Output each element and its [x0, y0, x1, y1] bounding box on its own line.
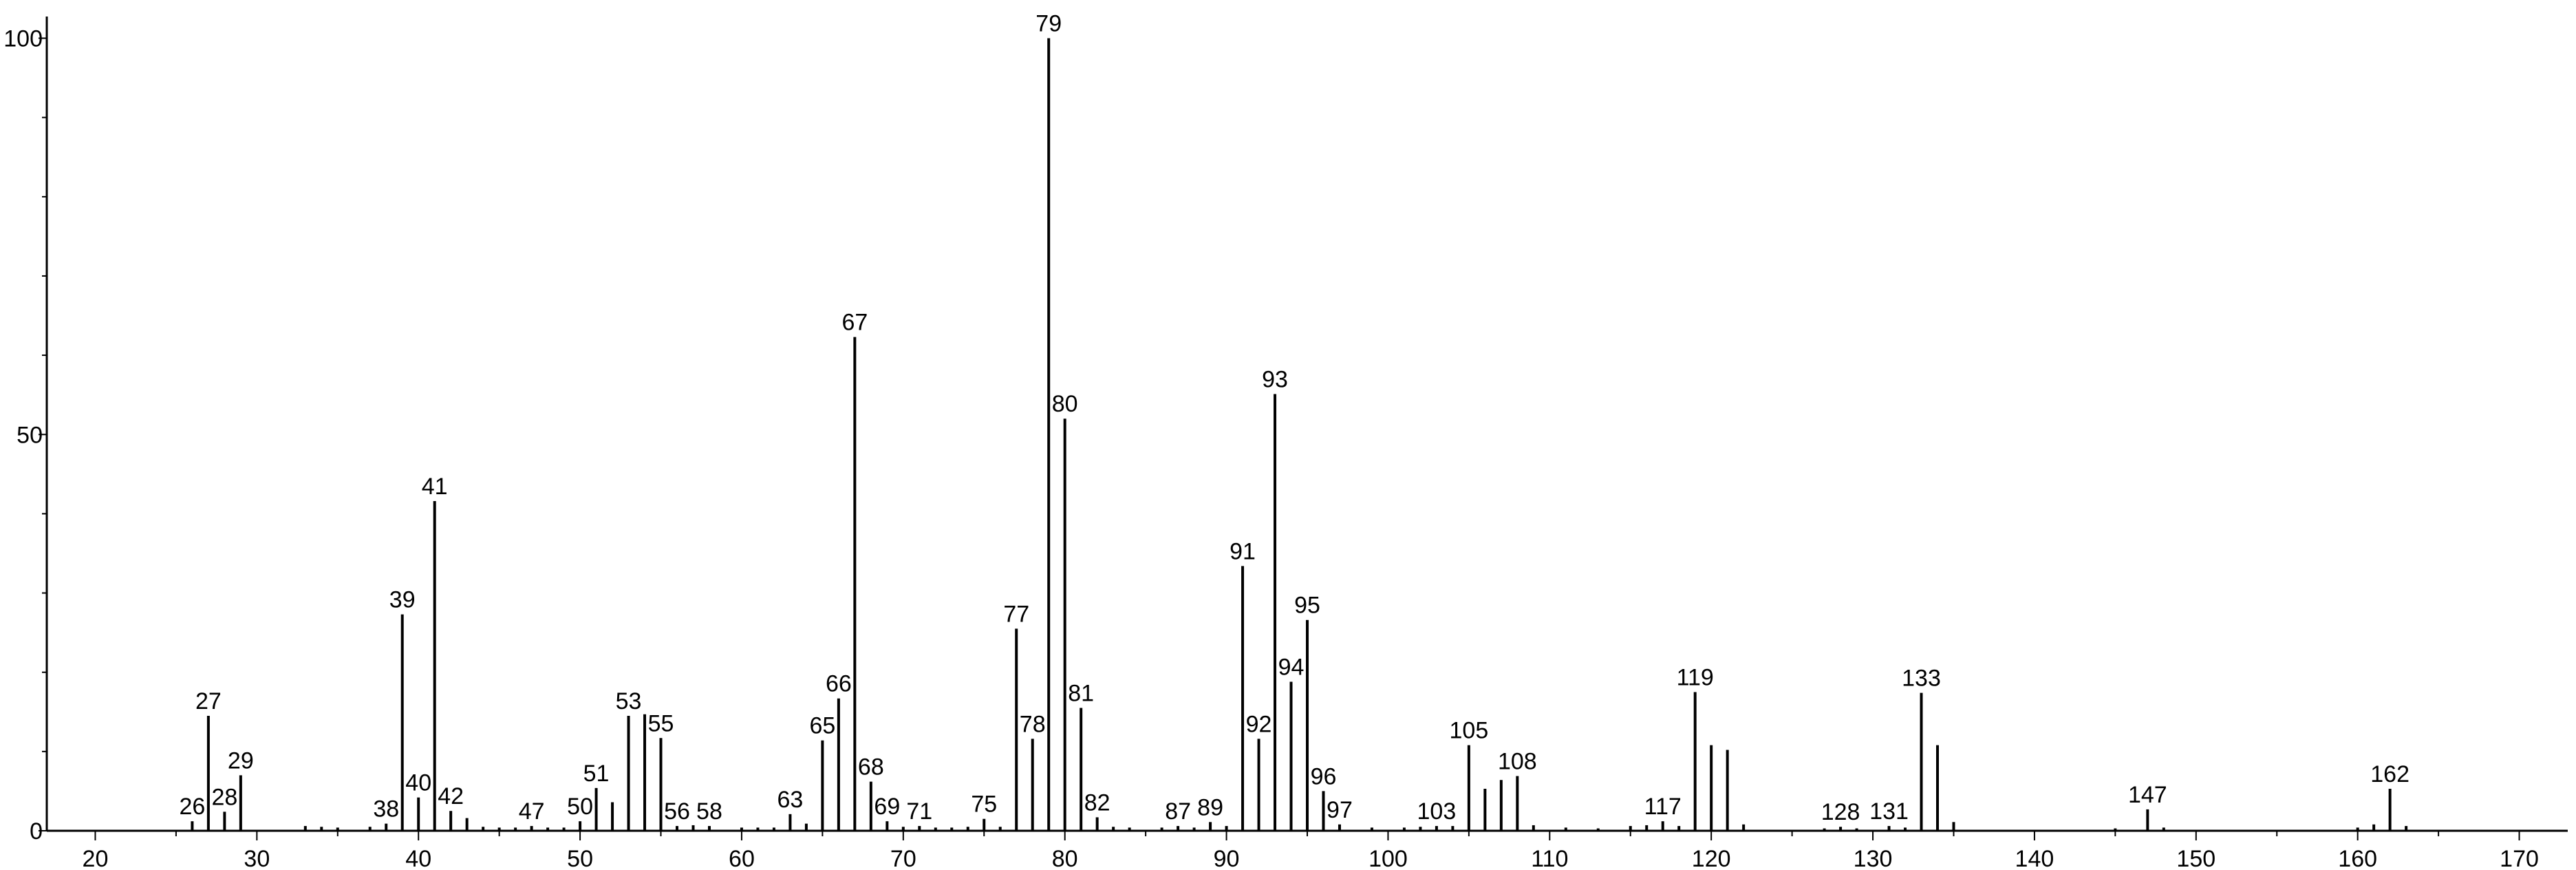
peak-label: 51 — [583, 761, 610, 787]
peak-label: 29 — [228, 747, 254, 774]
peak-label: 147 — [2128, 782, 2167, 808]
peak-label: 117 — [1644, 794, 1682, 820]
peak-label: 47 — [519, 798, 545, 825]
peak-label: 95 — [1294, 593, 1320, 619]
peak-label: 97 — [1327, 797, 1353, 823]
peak-label: 96 — [1311, 763, 1337, 789]
peak-label: 128 — [1821, 799, 1860, 825]
peak-label: 66 — [826, 671, 852, 697]
x-tick-label: 130 — [1854, 846, 1893, 870]
peak-label: 103 — [1417, 798, 1457, 825]
peak-label: 87 — [1165, 798, 1191, 825]
x-tick-label: 20 — [83, 846, 109, 870]
peak-label: 92 — [1246, 711, 1272, 737]
peak-label: 75 — [971, 792, 997, 818]
peak-label: 41 — [422, 474, 448, 500]
peak-label: 39 — [389, 587, 416, 613]
x-tick-label: 150 — [2176, 846, 2215, 870]
peak-label: 78 — [1020, 711, 1046, 737]
peak-label: 26 — [179, 794, 205, 820]
y-tick-label: 0 — [30, 818, 43, 845]
peak-bars — [191, 38, 2408, 831]
peak-label: 55 — [648, 710, 674, 736]
x-tick-label: 70 — [890, 846, 916, 870]
x-tick-label: 40 — [405, 846, 431, 870]
peak-label: 91 — [1230, 538, 1256, 564]
peak-label: 108 — [1498, 749, 1537, 775]
peak-label: 77 — [1003, 601, 1029, 627]
peak-label: 67 — [841, 310, 868, 336]
x-tick-label: 50 — [567, 846, 593, 870]
peak-label: 71 — [906, 798, 932, 825]
peak-label: 27 — [195, 688, 222, 714]
peak-label: 105 — [1450, 718, 1489, 744]
peak-label: 89 — [1197, 794, 1223, 820]
peak-label: 68 — [858, 754, 884, 781]
peak-label: 38 — [373, 796, 399, 823]
peak-label: 69 — [874, 794, 900, 820]
x-tick-label: 80 — [1052, 846, 1078, 870]
peak-label: 81 — [1068, 681, 1094, 707]
peak-label: 80 — [1052, 391, 1078, 417]
peak-label: 94 — [1278, 655, 1305, 681]
x-tick-label: 30 — [244, 846, 270, 870]
peak-label: 79 — [1035, 11, 1062, 37]
y-tick-label: 50 — [17, 422, 43, 448]
peak-label: 53 — [616, 688, 642, 714]
peak-label: 40 — [405, 770, 431, 796]
peak-label: 82 — [1084, 789, 1110, 816]
peak-label: 58 — [696, 798, 722, 825]
x-tick-label: 120 — [1692, 846, 1731, 870]
peak-label: 63 — [777, 787, 803, 813]
x-tick-label: 170 — [2500, 846, 2539, 870]
peak-label: 56 — [664, 798, 690, 825]
x-tick-label: 160 — [2338, 846, 2377, 870]
peak-label: 93 — [1262, 367, 1288, 393]
x-tick-label: 60 — [729, 846, 755, 870]
y-axis-ticks: 0 50 100 — [3, 26, 47, 845]
x-axis-ticks: 20 30 40 50 60 70 80 90 100 110 120 130 140 150 160 170 — [83, 831, 2539, 870]
peak-label: 162 — [2370, 761, 2409, 787]
peak-label: 131 — [1869, 798, 1909, 825]
x-tick-label: 110 — [1531, 846, 1568, 870]
x-tick-label: 90 — [1214, 846, 1240, 870]
peak-label: 28 — [211, 784, 237, 810]
peak-label: 65 — [809, 713, 835, 739]
peak-label: 50 — [567, 794, 593, 820]
x-tick-label: 100 — [1368, 846, 1408, 870]
peak-label: 42 — [438, 783, 464, 809]
x-tick-label: 140 — [2015, 846, 2054, 870]
peak-label: 133 — [1902, 666, 1941, 692]
peak-label: 119 — [1677, 664, 1714, 690]
y-tick-label: 100 — [3, 26, 43, 52]
